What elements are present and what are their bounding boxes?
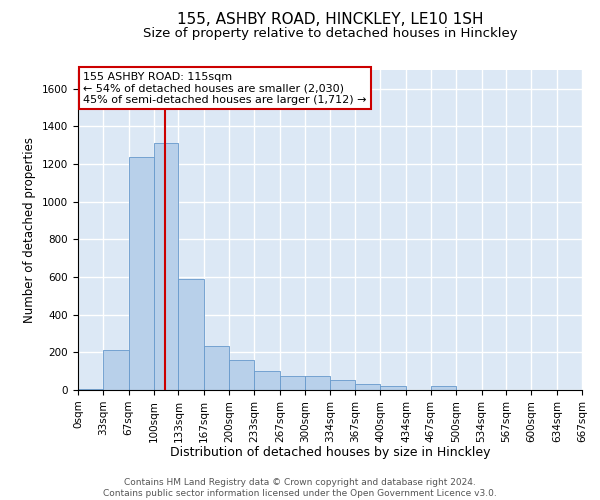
Bar — [154, 144, 178, 390]
Bar — [128, 156, 154, 390]
Bar — [254, 371, 280, 390]
Bar — [280, 376, 305, 390]
X-axis label: Distribution of detached houses by size in Hinckley: Distribution of detached houses by size … — [170, 446, 490, 459]
Bar — [305, 376, 331, 390]
Bar — [78, 389, 103, 390]
Bar — [103, 350, 128, 390]
Text: 155, ASHBY ROAD, HINCKLEY, LE10 1SH: 155, ASHBY ROAD, HINCKLEY, LE10 1SH — [177, 12, 483, 28]
Bar — [331, 380, 355, 390]
Bar — [204, 346, 229, 390]
Bar — [355, 384, 380, 390]
Bar — [229, 360, 254, 390]
Bar — [380, 386, 406, 390]
Text: 155 ASHBY ROAD: 115sqm
← 54% of detached houses are smaller (2,030)
45% of semi-: 155 ASHBY ROAD: 115sqm ← 54% of detached… — [83, 72, 367, 105]
Text: Contains HM Land Registry data © Crown copyright and database right 2024.
Contai: Contains HM Land Registry data © Crown c… — [103, 478, 497, 498]
Y-axis label: Number of detached properties: Number of detached properties — [23, 137, 37, 323]
Bar — [431, 386, 456, 390]
Bar — [178, 279, 204, 390]
Text: Size of property relative to detached houses in Hinckley: Size of property relative to detached ho… — [143, 28, 517, 40]
